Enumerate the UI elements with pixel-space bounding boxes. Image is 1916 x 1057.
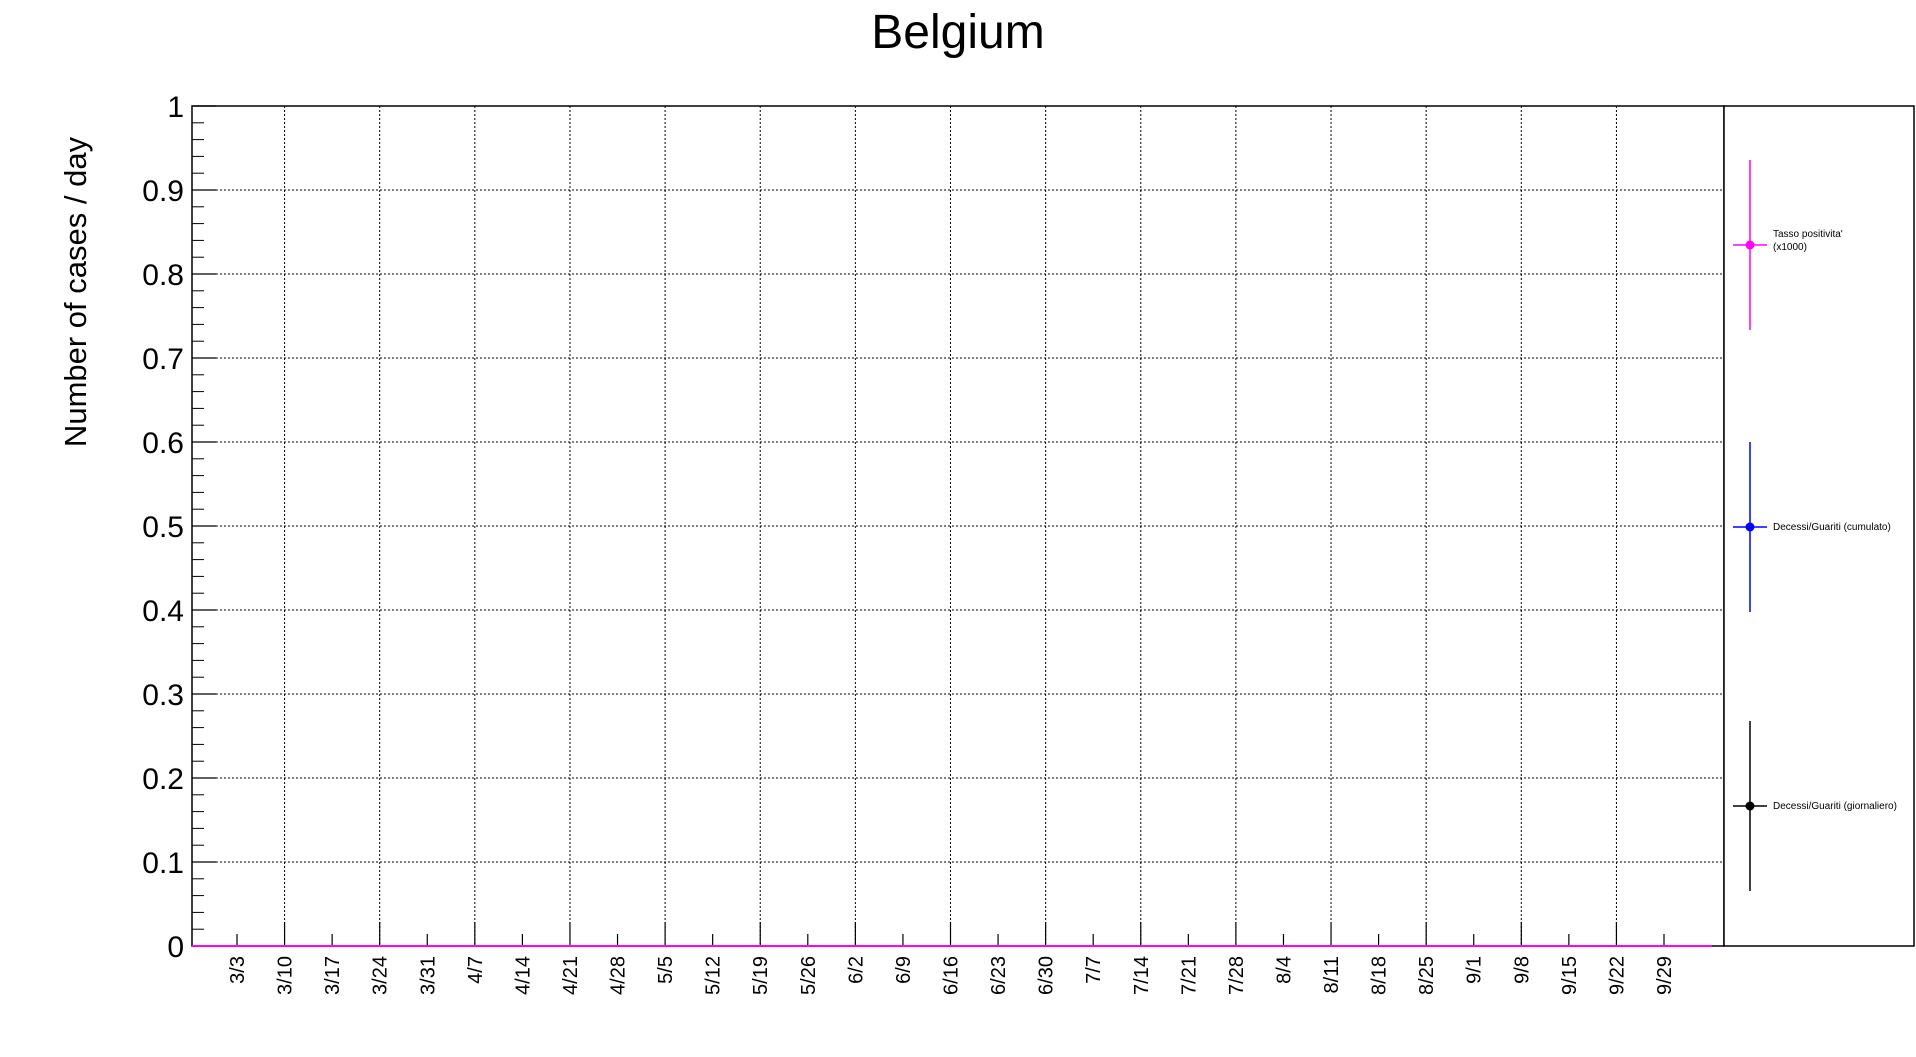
legend-entry: Tasso positivita' (x1000)	[1733, 160, 1843, 330]
x-tick-label: 8/18	[1369, 956, 1391, 995]
y-tick-label: 0.2	[142, 763, 184, 796]
x-tick-label: 7/7	[1083, 956, 1105, 984]
x-tick-label: 3/10	[275, 956, 297, 995]
y-tick-label: 0.7	[142, 343, 184, 376]
x-tick-label: 8/4	[1273, 956, 1295, 984]
legend-entry: Decessi/Guariti (cumulato)	[1733, 442, 1891, 612]
y-tick-label: 1	[167, 91, 184, 124]
legend-entry: Decessi/Guariti (giornaliero)	[1733, 721, 1897, 891]
legend-label: Decessi/Guariti (cumulato)	[1773, 522, 1891, 533]
x-tick-label: 9/1	[1464, 956, 1486, 984]
x-tick-label: 6/23	[988, 956, 1010, 995]
x-tick-label: 5/19	[750, 956, 772, 995]
legend-label: Decessi/Guariti (giornaliero)	[1773, 801, 1897, 812]
x-tick-label: 7/14	[1131, 956, 1153, 995]
x-tick-label: 5/26	[798, 956, 820, 995]
y-axis: 0 0.1 0.2 0.3 0.4 0.5 0.6 0.7 0.8 0.9 1	[142, 91, 216, 964]
x-tick-label: 3/3	[227, 956, 249, 984]
legend-label: Tasso positivita' (x1000)	[1773, 229, 1843, 253]
y-tick-label: 0	[167, 931, 184, 964]
x-tick-label: 7/28	[1226, 956, 1248, 995]
x-tick-label: 6/16	[941, 956, 963, 995]
x-tick-label: 3/31	[417, 956, 439, 995]
legend-marker	[1745, 522, 1755, 532]
chart-title: Belgium	[871, 6, 1044, 59]
x-tick-label: 5/12	[703, 956, 725, 995]
y-tick-label: 0.3	[142, 679, 184, 712]
y-tick-label: 0.9	[142, 175, 184, 208]
x-tick-label: 3/17	[322, 956, 344, 995]
grid-layer	[192, 106, 1724, 946]
x-tick-label: 9/8	[1511, 956, 1533, 984]
x-tick-label: 7/21	[1178, 956, 1200, 995]
x-tick-label: 4/7	[465, 956, 487, 984]
y-tick-label: 0.6	[142, 427, 184, 460]
x-tick-label: 3/24	[370, 956, 392, 995]
x-tick-label: 9/15	[1559, 956, 1581, 995]
x-tick-label: 4/14	[512, 956, 534, 995]
x-tick-label: 8/11	[1321, 956, 1343, 993]
x-tick-label: 6/30	[1036, 956, 1058, 995]
legend-marker	[1745, 801, 1755, 811]
x-tick-label: 6/2	[845, 956, 867, 984]
x-tick-label: 4/28	[608, 956, 630, 995]
legend-marker	[1745, 240, 1755, 250]
x-tick-label: 4/21	[560, 956, 582, 995]
y-tick-label: 0.5	[142, 511, 184, 544]
x-tick-label: 9/22	[1606, 956, 1628, 995]
legend: Tasso positivita' (x1000) Decessi/Guariti …	[1733, 160, 1897, 891]
y-tick-label: 0.8	[142, 259, 184, 292]
x-tick-label: 9/29	[1654, 956, 1676, 995]
x-tick-label: 8/25	[1416, 956, 1438, 995]
y-tick-label: 0.4	[142, 595, 184, 628]
x-tick-label: 6/9	[893, 956, 915, 984]
x-axis: 3/3 3/10 3/17 3/24 3/31 4/7 4/14 4/21 4/28 5/5 5/1…	[227, 922, 1676, 995]
y-axis-label: Number of cases / day	[58, 136, 93, 447]
x-tick-label: 5/5	[655, 956, 677, 984]
y-tick-label: 0.1	[142, 847, 184, 880]
